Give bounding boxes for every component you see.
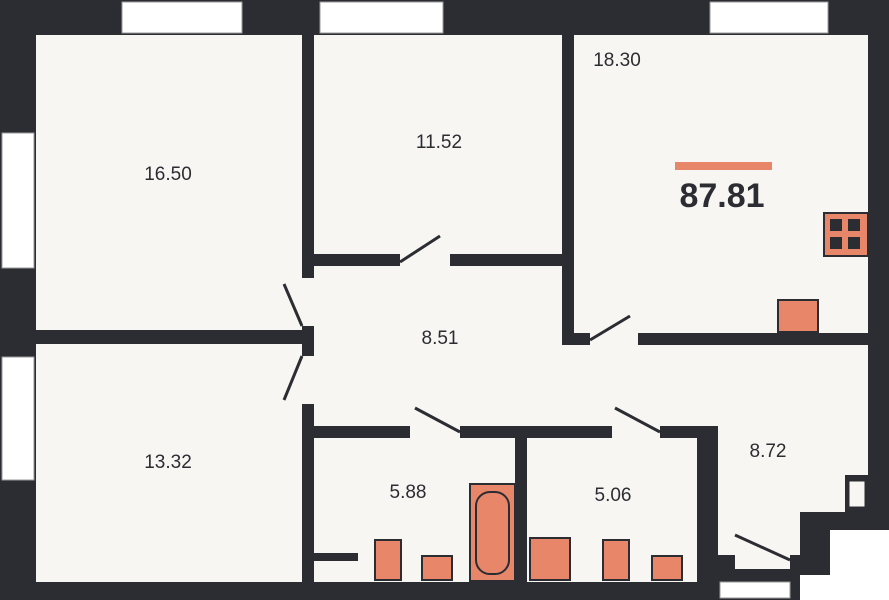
- burner: [848, 237, 860, 249]
- door-gap: [612, 426, 660, 438]
- toilet: [602, 539, 630, 581]
- room-area: 8.51: [422, 328, 459, 349]
- bathtub-inner: [475, 491, 510, 575]
- door: [589, 314, 631, 342]
- sink: [777, 299, 819, 333]
- room: [314, 35, 562, 254]
- room: [574, 35, 868, 333]
- room-area: 13.32: [144, 452, 192, 473]
- toilet: [374, 539, 402, 581]
- room-area: 5.06: [595, 485, 632, 506]
- hallway: [314, 266, 868, 555]
- room-area: 5.88: [390, 482, 427, 503]
- sink: [421, 555, 453, 581]
- outside: [800, 530, 889, 600]
- door-gap: [590, 333, 638, 345]
- niche: [314, 562, 354, 582]
- total-area: 87.81: [679, 177, 764, 215]
- door-gap: [302, 356, 314, 404]
- door: [614, 406, 661, 434]
- room-area: 11.52: [416, 132, 462, 153]
- room: [36, 344, 302, 582]
- room-area: 16.50: [144, 164, 192, 185]
- sink: [651, 555, 683, 581]
- door-gap: [410, 426, 460, 438]
- door-gap: [735, 555, 790, 569]
- accent-bar: [675, 162, 772, 170]
- door: [282, 355, 304, 401]
- door: [282, 283, 304, 327]
- window: [709, 1, 829, 34]
- door-gap: [400, 254, 450, 266]
- burner: [830, 219, 842, 231]
- window: [1, 356, 35, 481]
- shower: [529, 537, 571, 581]
- door: [414, 406, 461, 434]
- window: [719, 581, 791, 599]
- room-area: 8.72: [750, 441, 787, 462]
- room-area: 18.30: [593, 50, 641, 71]
- window: [319, 1, 444, 34]
- burner: [830, 237, 842, 249]
- burner: [848, 219, 860, 231]
- wall: [314, 553, 358, 561]
- room: [36, 35, 302, 330]
- door: [399, 234, 441, 264]
- door-gap: [302, 278, 314, 326]
- door: [734, 533, 791, 562]
- shaft: [846, 478, 868, 510]
- window: [121, 1, 243, 34]
- window: [1, 132, 35, 269]
